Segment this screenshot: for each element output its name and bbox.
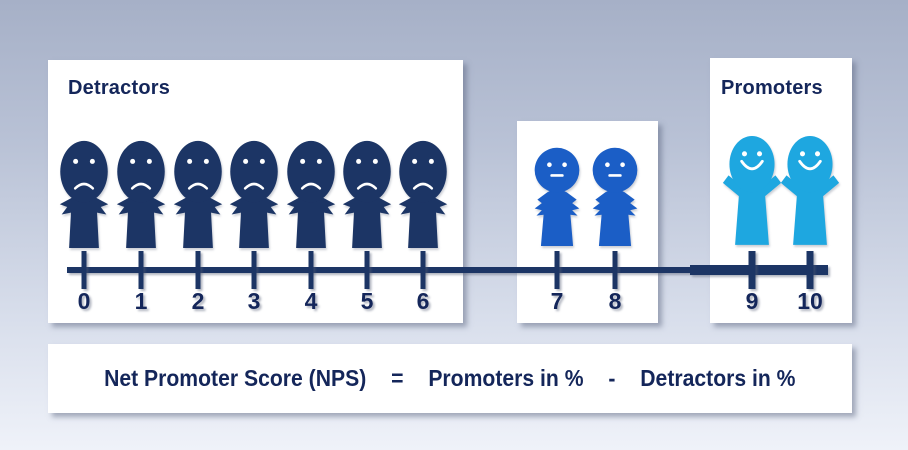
formula-equals-sign: = bbox=[391, 365, 404, 391]
promoters-box: Promoters bbox=[710, 58, 852, 323]
formula-promoters-term: Promoters in % bbox=[428, 365, 584, 391]
passives-box bbox=[517, 121, 658, 323]
detractors-label: Detractors bbox=[68, 77, 171, 99]
formula-minus-sign: - bbox=[608, 365, 616, 391]
formula-box: Net Promoter Score (NPS) = Promoters in … bbox=[48, 344, 852, 413]
nps-formula: Net Promoter Score (NPS) = Promoters in … bbox=[104, 365, 795, 392]
formula-lhs: Net Promoter Score (NPS) bbox=[104, 365, 367, 391]
formula-detractors-term: Detractors in % bbox=[640, 365, 796, 391]
promoters-label: Promoters bbox=[721, 77, 823, 99]
detractors-box: Detractors bbox=[48, 60, 463, 323]
